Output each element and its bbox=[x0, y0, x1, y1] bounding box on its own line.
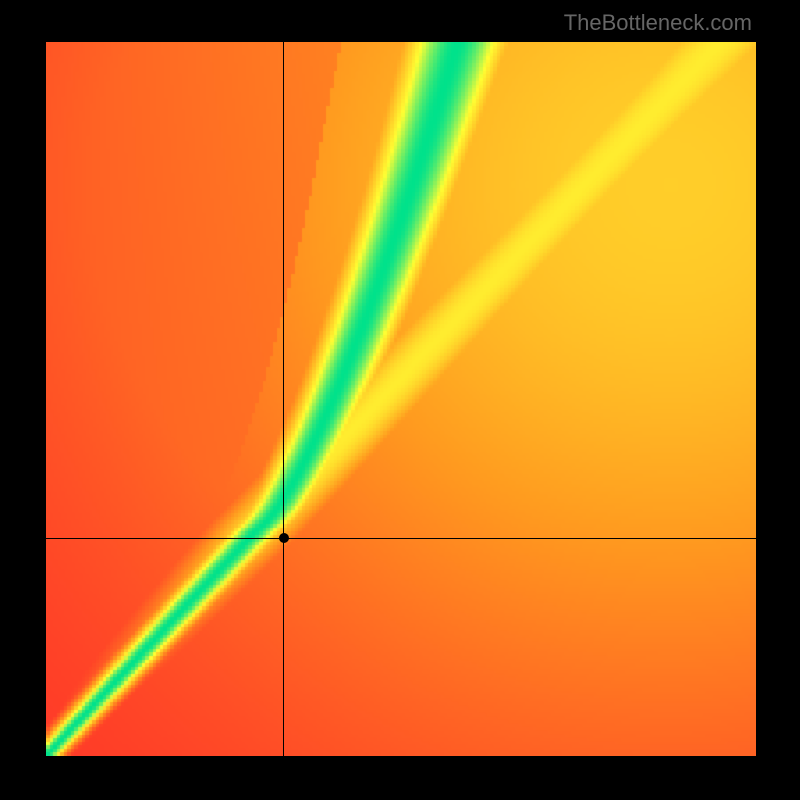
crosshair-vertical bbox=[283, 42, 284, 756]
heatmap-canvas bbox=[46, 42, 756, 756]
heatmap-plot bbox=[46, 42, 756, 756]
crosshair-horizontal bbox=[46, 538, 756, 539]
watermark-text: TheBottleneck.com bbox=[564, 10, 752, 36]
